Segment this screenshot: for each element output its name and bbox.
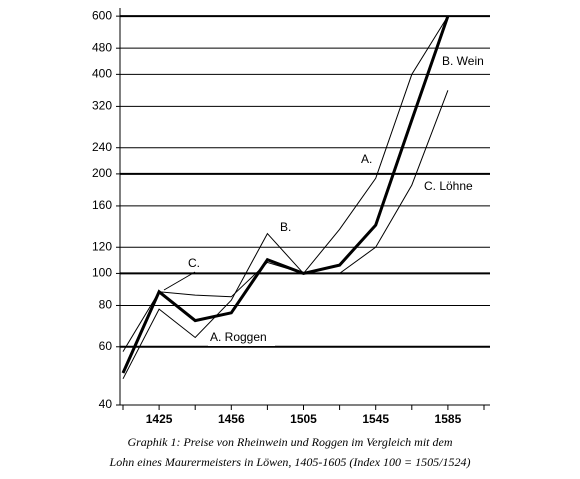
- series-line: [121, 15, 450, 374]
- y-tick-label: 320: [92, 99, 112, 113]
- y-tick-label: 160: [92, 198, 112, 212]
- annotation: C.: [188, 256, 200, 270]
- y-tick-label: 240: [92, 140, 112, 154]
- x-tick-label: 1425: [146, 412, 173, 426]
- series-label: A. Roggen: [210, 330, 267, 344]
- y-tick-label: 600: [92, 8, 112, 22]
- series-label: B. Wein: [442, 54, 484, 68]
- x-tick-label: 1545: [362, 412, 389, 426]
- x-tick-label: 1505: [290, 412, 317, 426]
- y-tick-label: 60: [99, 339, 113, 353]
- y-tick-label: 80: [99, 298, 113, 312]
- series-line: [122, 15, 449, 380]
- leader: [163, 271, 196, 291]
- label-bg: [422, 179, 482, 195]
- series-line: [122, 90, 449, 352]
- x-tick-label: 1456: [218, 412, 245, 426]
- y-tick-label: 100: [92, 266, 112, 280]
- annotation: B.: [280, 220, 291, 234]
- caption: Lohn eines Maurermeisters in Löwen, 1405…: [109, 455, 471, 469]
- y-tick-label: 200: [92, 166, 112, 180]
- y-tick-label: 400: [92, 67, 112, 81]
- annotation: A.: [361, 152, 372, 166]
- x-tick-label: 1585: [435, 412, 462, 426]
- label-bg: [208, 330, 275, 346]
- y-tick-label: 120: [92, 239, 112, 253]
- caption: Graphik 1: Preise von Rheinwein und Rogg…: [127, 435, 452, 449]
- series-label: C. Löhne: [424, 179, 473, 193]
- label-bg: [440, 54, 493, 70]
- y-tick-label: 40: [99, 397, 113, 411]
- y-tick-label: 480: [92, 40, 112, 54]
